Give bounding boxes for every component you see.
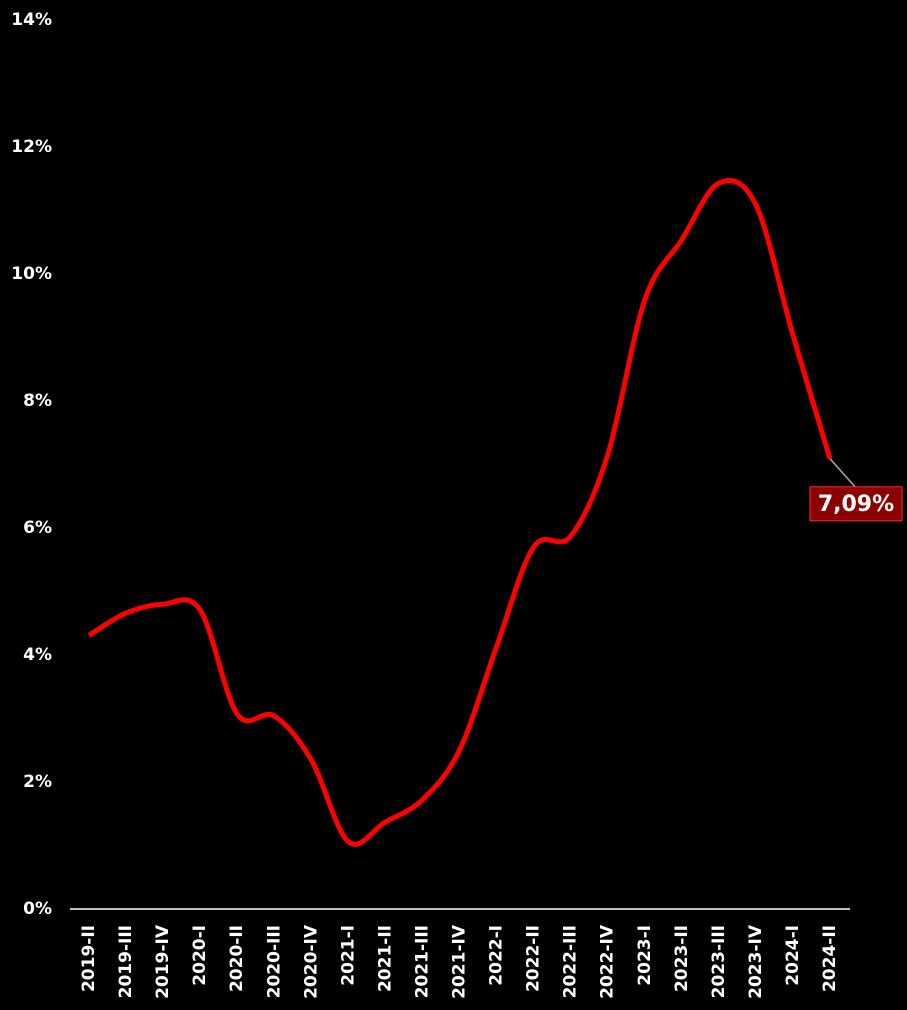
x-tick-label: 2021-I: [338, 925, 358, 986]
x-tick-label: 2022-I: [487, 925, 507, 986]
x-tick-label: 2021-II: [375, 925, 395, 992]
x-tick-label: 2023-IV: [746, 924, 766, 999]
x-tick-label: 2023-II: [672, 925, 692, 992]
x-tick-label: 2020-III: [264, 925, 284, 998]
data-label: 7,09%: [809, 486, 903, 522]
x-tick-label: 2019-III: [116, 925, 136, 998]
y-tick-label: 10%: [11, 264, 52, 284]
y-tick-label: 2%: [23, 772, 52, 792]
y-tick-label: 4%: [23, 645, 52, 665]
line: [87, 178, 833, 847]
x-tick-label: 2019-IV: [153, 924, 173, 999]
x-tick-label: 2022-III: [561, 925, 581, 998]
x-tick-label: 2023-I: [635, 925, 655, 986]
data-label-box: [809, 486, 903, 522]
x-tick-label: 2020-IV: [301, 924, 321, 999]
label-connector: [829, 458, 856, 488]
y-tick-label: 14%: [11, 10, 52, 30]
x-tick-label: 2022-II: [524, 925, 544, 992]
y-tick-label: 0%: [23, 899, 52, 919]
x-tick-label: 2024-II: [820, 925, 840, 992]
x-tick-label: 2021-III: [412, 925, 432, 998]
data-label-text: 7,09%: [818, 492, 894, 517]
x-tick-label: 2024-I: [783, 925, 803, 986]
x-tick-label: 2023-III: [709, 925, 729, 998]
y-tick-label: 6%: [23, 518, 52, 538]
y-tick-label: 12%: [11, 137, 52, 157]
y-tick-label: 8%: [23, 391, 52, 411]
x-tick-label: 2021-IV: [450, 924, 470, 999]
x-tick-label: 2020-I: [190, 925, 210, 986]
x-tick-label: 2020-II: [227, 925, 247, 992]
x-tick-label: 2019-II: [79, 925, 99, 992]
x-tick-label: 2022-IV: [598, 924, 618, 999]
